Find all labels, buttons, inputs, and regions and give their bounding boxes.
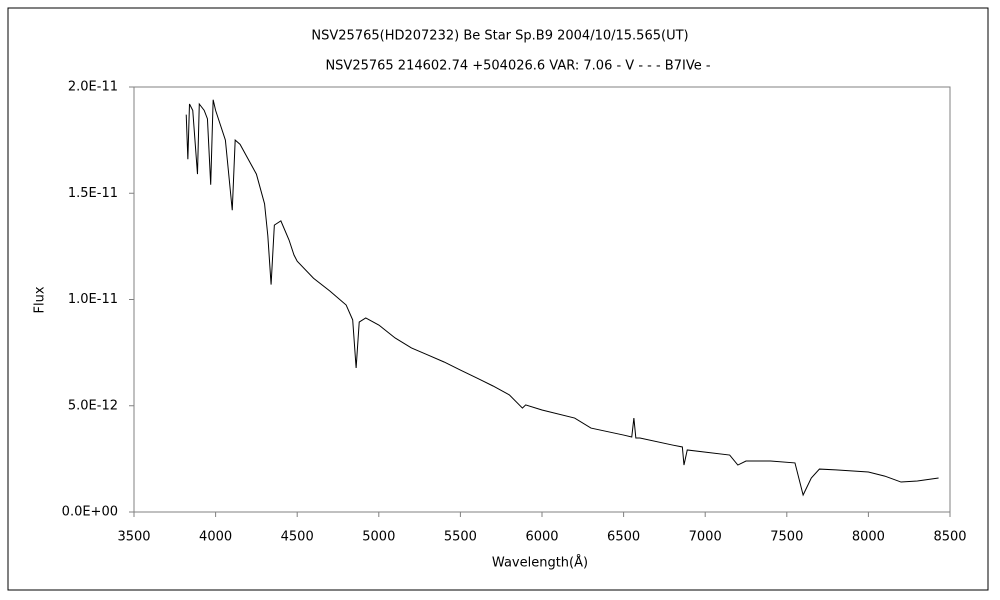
- x-tick-label: 8500: [933, 530, 966, 545]
- chart-border: [7, 7, 989, 591]
- chart-subtitle: NSV25765 214602.74 +504026.6 VAR: 7.06 -…: [325, 59, 710, 74]
- x-tick-label: 6500: [607, 530, 640, 545]
- y-tick-label: 1.5E-11: [68, 186, 118, 201]
- y-axis-label: Flux: [33, 286, 48, 313]
- x-axis-label: Wavelength(Å): [492, 555, 588, 571]
- x-tick-label: 4000: [199, 530, 232, 545]
- x-tick-label: 4500: [281, 530, 314, 545]
- y-tick-label: 2.0E-11: [68, 80, 118, 95]
- x-tick-label: 6000: [525, 530, 558, 545]
- x-tick-label: 7500: [770, 530, 803, 545]
- chart-title: NSV25765(HD207232) Be Star Sp.B9 2004/10…: [311, 29, 688, 44]
- x-tick-label: 3500: [117, 530, 150, 545]
- spectrum-line: [185, 99, 939, 497]
- y-tick-label: 0.0E+00: [62, 505, 118, 520]
- x-tick-label: 8000: [852, 530, 885, 545]
- x-tick-label: 7000: [689, 530, 722, 545]
- y-tick-label: 5.0E-12: [68, 398, 118, 413]
- x-tick-label: 5000: [362, 530, 395, 545]
- x-tick-label: 5500: [444, 530, 477, 545]
- y-tick-label: 1.0E-11: [68, 292, 118, 307]
